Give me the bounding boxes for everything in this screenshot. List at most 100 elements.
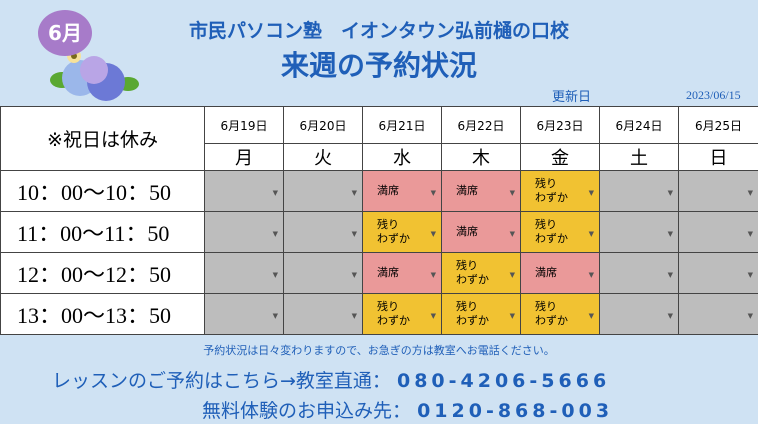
status-dropdown[interactable]: ▼: [678, 170, 758, 212]
weekday-header: 火: [283, 143, 363, 171]
dropdown-arrow-icon[interactable]: ▼: [747, 189, 753, 197]
dropdown-arrow-icon[interactable]: ▼: [272, 189, 278, 197]
updated-label: 更新日: [552, 90, 592, 105]
dropdown-arrow-icon[interactable]: ▼: [667, 312, 673, 320]
schedule-body: 10：00〜10：50 ▼ ▼ 満席 ▼ 満席 ▼ 残り わずか ▼ ▼ ▼ 11：00〜11：50 ▼…: [0, 170, 758, 335]
date-header: 6月25日: [678, 106, 758, 144]
holiday-note: ※祝日は休み: [0, 106, 205, 171]
status-dropdown[interactable]: ▼: [204, 170, 284, 212]
dropdown-arrow-icon[interactable]: ▼: [430, 271, 436, 279]
status-dropdown[interactable]: ▼: [204, 211, 284, 253]
time-slot-label: 13：00〜13：50: [0, 293, 205, 335]
weekday-header: 月: [204, 143, 284, 171]
dropdown-arrow-icon[interactable]: ▼: [272, 230, 278, 238]
weekday-header: 木: [441, 143, 521, 171]
status-label: 満席: [377, 266, 399, 279]
status-label: 残り わずか: [377, 300, 410, 327]
time-slot-label: 11：00〜11：50: [0, 211, 205, 253]
status-label: 残り わずか: [535, 177, 568, 204]
dropdown-arrow-icon[interactable]: ▼: [509, 312, 515, 320]
status-label: 残り わずか: [456, 300, 489, 327]
date-header: 6月23日: [520, 106, 600, 144]
status-dropdown[interactable]: ▼: [204, 293, 284, 335]
status-dropdown[interactable]: ▼: [678, 211, 758, 253]
dropdown-arrow-icon[interactable]: ▼: [509, 271, 515, 279]
dropdown-arrow-icon[interactable]: ▼: [588, 271, 594, 279]
dropdown-arrow-icon[interactable]: ▼: [351, 271, 357, 279]
status-label: 残り わずか: [535, 218, 568, 245]
dropdown-arrow-icon[interactable]: ▼: [509, 230, 515, 238]
status-dropdown[interactable]: ▼: [678, 293, 758, 335]
dropdown-arrow-icon[interactable]: ▼: [747, 312, 753, 320]
dropdown-arrow-icon[interactable]: ▼: [588, 312, 594, 320]
dropdown-arrow-icon[interactable]: ▼: [747, 230, 753, 238]
time-slot-row: 12：00〜12：50 ▼ ▼ 満席 ▼ 残り わずか ▼ 満席 ▼ ▼ ▼: [0, 252, 758, 294]
status-dropdown[interactable]: 満席 ▼: [441, 170, 521, 212]
time-slot-row: 13：00〜13：50 ▼ ▼ 残り わずか ▼ 残り わずか ▼ 残り わずか ▼ ▼ ▼: [0, 293, 758, 335]
page-title: 来週の予約状況: [280, 49, 477, 82]
time-slot-row: 10：00〜10：50 ▼ ▼ 満席 ▼ 満席 ▼ 残り わずか ▼ ▼ ▼: [0, 170, 758, 212]
month-badge: 6月: [38, 10, 92, 56]
status-dropdown[interactable]: ▼: [283, 293, 363, 335]
dropdown-arrow-icon[interactable]: ▼: [588, 230, 594, 238]
status-dropdown[interactable]: ▼: [204, 252, 284, 294]
dropdown-arrow-icon[interactable]: ▼: [272, 271, 278, 279]
weekday-header: 土: [599, 143, 679, 171]
status-label: 満席: [377, 184, 399, 197]
hydrangea-icon: [50, 49, 139, 101]
status-dropdown[interactable]: ▼: [599, 252, 679, 294]
weekday-header: 日: [678, 143, 758, 171]
time-slot-label: 10：00〜10：50: [0, 170, 205, 212]
status-label: 満席: [456, 225, 478, 238]
reservation-table: ※祝日は休み 6月19日 6月20日 6月21日 6月22日 6月23日 6月2…: [0, 106, 758, 335]
dropdown-arrow-icon[interactable]: ▼: [588, 189, 594, 197]
status-dropdown[interactable]: ▼: [599, 170, 679, 212]
status-dropdown[interactable]: ▼: [283, 170, 363, 212]
dropdown-arrow-icon[interactable]: ▼: [747, 271, 753, 279]
status-dropdown[interactable]: ▼: [678, 252, 758, 294]
lesson-label: レッスンのご予約はこちら→教室直通：: [52, 370, 391, 392]
status-dropdown[interactable]: 満席 ▼: [441, 211, 521, 253]
status-dropdown[interactable]: ▼: [599, 293, 679, 335]
dropdown-arrow-icon[interactable]: ▼: [430, 230, 436, 238]
dropdown-arrow-icon[interactable]: ▼: [667, 189, 673, 197]
status-dropdown[interactable]: ▼: [283, 211, 363, 253]
updated-date: 2023/06/15: [686, 88, 741, 102]
dropdown-arrow-icon[interactable]: ▼: [667, 230, 673, 238]
time-slot-label: 12：00〜12：50: [0, 252, 205, 294]
date-header: 6月19日: [204, 106, 284, 144]
dropdown-arrow-icon[interactable]: ▼: [351, 189, 357, 197]
dropdown-arrow-icon[interactable]: ▼: [351, 312, 357, 320]
trial-contact: 無料体験のお申込み先： 0120-868-003: [202, 396, 613, 423]
dropdown-arrow-icon[interactable]: ▼: [430, 189, 436, 197]
weekday-header: 金: [520, 143, 600, 171]
weekday-header: 水: [362, 143, 442, 171]
dropdown-arrow-icon[interactable]: ▼: [509, 189, 515, 197]
status-dropdown[interactable]: 残り わずか ▼: [520, 293, 600, 335]
trial-label: 無料体験のお申込み先：: [202, 400, 412, 422]
lesson-phone: 080-4206-5666: [396, 370, 611, 392]
footer-note: 予約状況は日々変わりますので、お急ぎの方は教室へお電話ください。: [203, 344, 555, 357]
dropdown-arrow-icon[interactable]: ▼: [351, 230, 357, 238]
status-label: 満席: [456, 184, 478, 197]
status-dropdown[interactable]: 残り わずか ▼: [520, 170, 600, 212]
status-dropdown[interactable]: 満席 ▼: [520, 252, 600, 294]
status-dropdown[interactable]: 残り わずか ▼: [362, 293, 442, 335]
date-header: 6月24日: [599, 106, 679, 144]
status-label: 残り わずか: [377, 218, 410, 245]
status-dropdown[interactable]: 満席 ▼: [362, 170, 442, 212]
status-dropdown[interactable]: 残り わずか ▼: [362, 211, 442, 253]
header: 6月 市民パソコン塾 イオンタウン弘前樋の口校 来週の予約状況 更新日 2023…: [0, 0, 758, 106]
status-dropdown[interactable]: 残り わずか ▼: [441, 252, 521, 294]
trial-phone: 0120-868-003: [417, 400, 614, 422]
date-header: 6月22日: [441, 106, 521, 144]
status-dropdown[interactable]: 残り わずか ▼: [520, 211, 600, 253]
status-dropdown[interactable]: ▼: [599, 211, 679, 253]
status-dropdown[interactable]: 残り わずか ▼: [441, 293, 521, 335]
dropdown-arrow-icon[interactable]: ▼: [272, 312, 278, 320]
dropdown-arrow-icon[interactable]: ▼: [430, 312, 436, 320]
date-row: ※祝日は休み 6月19日 6月20日 6月21日 6月22日 6月23日 6月2…: [0, 106, 758, 171]
dropdown-arrow-icon[interactable]: ▼: [667, 271, 673, 279]
status-dropdown[interactable]: ▼: [283, 252, 363, 294]
status-dropdown[interactable]: 満席 ▼: [362, 252, 442, 294]
